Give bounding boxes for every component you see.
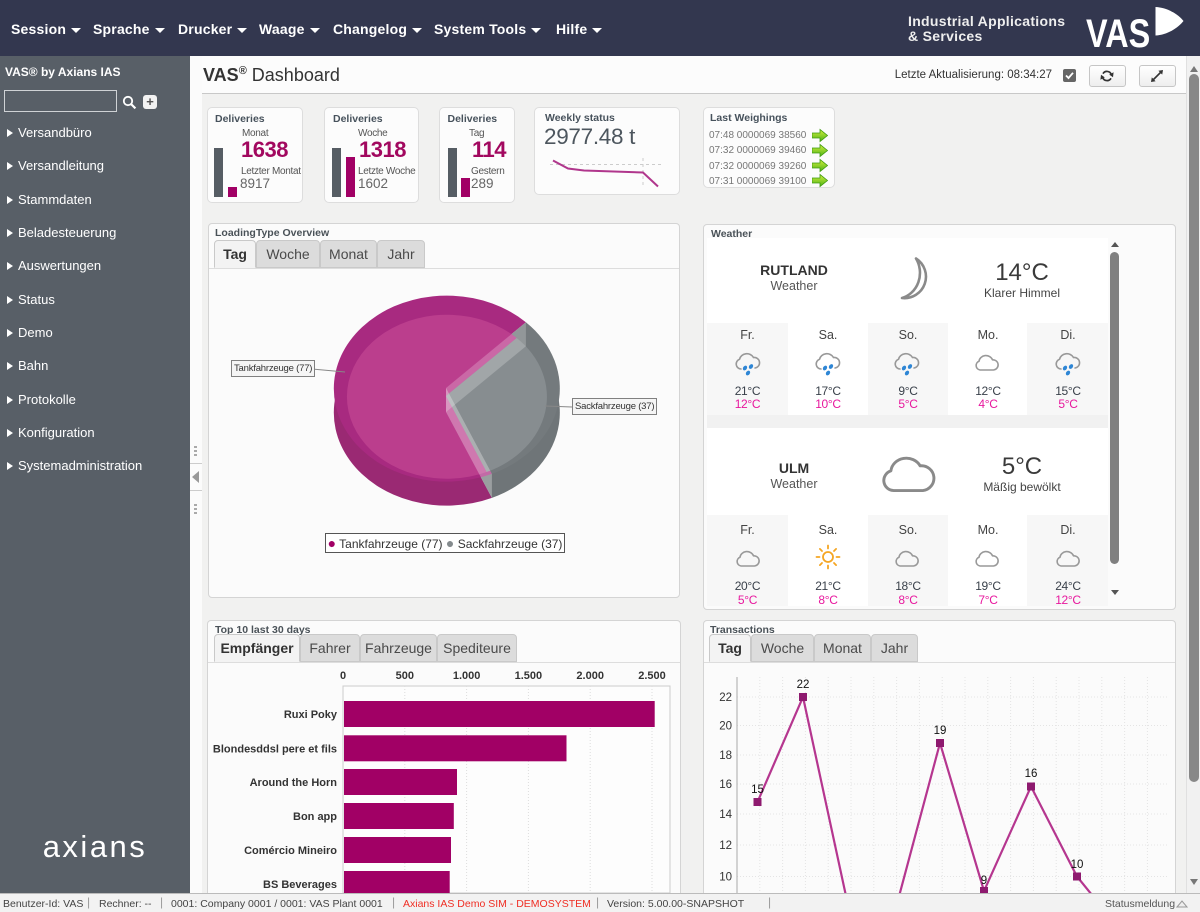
svg-text:Bon app: Bon app xyxy=(293,811,337,823)
svg-text:16: 16 xyxy=(1025,768,1038,780)
svg-text:500: 500 xyxy=(396,670,414,682)
svg-text:18: 18 xyxy=(719,750,732,762)
svg-text:Around the Horn: Around the Horn xyxy=(250,777,338,789)
svg-text:0: 0 xyxy=(340,670,346,682)
svg-text:10: 10 xyxy=(719,872,732,884)
svg-text:2.500: 2.500 xyxy=(638,670,666,682)
svg-text:1.000: 1.000 xyxy=(453,670,481,682)
svg-text:10: 10 xyxy=(1071,859,1084,871)
svg-text:Ruxi Poky: Ruxi Poky xyxy=(284,709,338,721)
svg-text:22: 22 xyxy=(797,679,810,691)
svg-text:1.500: 1.500 xyxy=(515,670,543,682)
svg-text:2.000: 2.000 xyxy=(576,670,604,682)
svg-text:Comércio Mineiro: Comércio Mineiro xyxy=(244,845,337,857)
svg-text:BS Beverages: BS Beverages xyxy=(263,879,337,891)
svg-text:22: 22 xyxy=(719,692,732,704)
svg-text:Blondesddsl pere et fils: Blondesddsl pere et fils xyxy=(213,743,337,755)
svg-text:20: 20 xyxy=(719,721,732,733)
svg-text:16: 16 xyxy=(719,779,732,791)
svg-text:12: 12 xyxy=(719,840,732,852)
svg-text:19: 19 xyxy=(934,725,947,737)
svg-text:14: 14 xyxy=(719,809,732,821)
svg-text:15: 15 xyxy=(751,784,764,796)
svg-text:9: 9 xyxy=(981,875,987,887)
